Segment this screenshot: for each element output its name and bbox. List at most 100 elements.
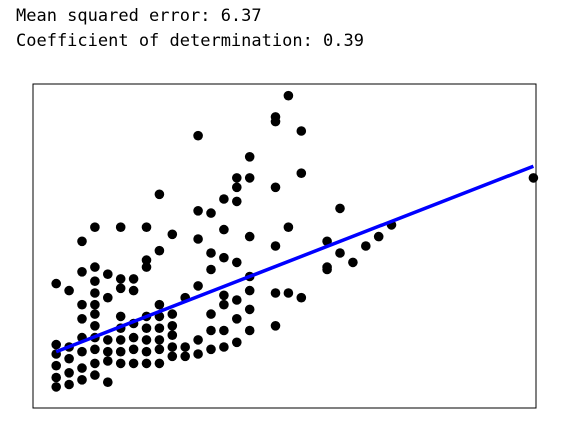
data-point (90, 276, 100, 287)
data-point (51, 278, 61, 289)
data-point (77, 299, 87, 310)
data-point (128, 274, 139, 284)
data-point (232, 196, 242, 207)
data-point (219, 299, 229, 310)
data-point (77, 363, 87, 373)
data-point (193, 335, 203, 345)
data-point (51, 382, 61, 392)
data-point (154, 189, 165, 200)
data-points (51, 90, 539, 392)
data-point (77, 267, 87, 277)
data-point (528, 173, 539, 183)
data-point (154, 335, 165, 345)
data-point (141, 346, 152, 357)
data-point (244, 173, 255, 183)
data-point (193, 349, 203, 359)
data-point (296, 126, 307, 136)
data-point (90, 222, 100, 232)
data-point (335, 248, 345, 258)
data-point (193, 206, 203, 216)
data-point (115, 335, 126, 345)
data-point (115, 346, 126, 357)
data-point (270, 241, 281, 251)
data-point (141, 335, 152, 345)
data-point (90, 309, 100, 319)
data-point (51, 339, 61, 350)
data-point (103, 269, 113, 280)
data-point (167, 229, 178, 240)
data-point (296, 292, 307, 303)
data-point (51, 360, 61, 371)
data-point (193, 234, 203, 244)
data-point (141, 222, 152, 232)
data-point (77, 314, 87, 324)
data-point (90, 321, 100, 331)
regression-line (55, 164, 535, 354)
data-point (90, 370, 100, 380)
data-point (77, 375, 87, 385)
data-point (51, 372, 61, 383)
data-point (180, 342, 190, 352)
data-point (244, 325, 255, 336)
data-point (115, 274, 126, 284)
data-point (270, 321, 281, 331)
data-point (244, 304, 255, 315)
data-point (219, 252, 229, 263)
data-point (232, 182, 242, 193)
data-point (128, 332, 139, 343)
data-point (219, 342, 229, 352)
data-point (193, 281, 203, 291)
data-point (283, 288, 294, 298)
data-point (270, 182, 281, 193)
data-point (141, 255, 152, 265)
data-point (77, 236, 87, 247)
data-point (154, 323, 165, 334)
data-point (219, 224, 229, 235)
data-point (373, 231, 384, 242)
data-point (244, 285, 255, 296)
data-point (64, 285, 74, 296)
data-point (180, 351, 190, 362)
data-point (115, 358, 126, 369)
data-point (206, 208, 216, 218)
data-point (167, 330, 178, 341)
data-point (206, 325, 216, 336)
data-point (219, 194, 229, 204)
data-point (90, 288, 100, 298)
data-point (141, 323, 152, 334)
mse-text: Mean squared error: 6.37 (16, 6, 262, 26)
data-point (283, 90, 294, 101)
data-point (167, 309, 178, 319)
data-point (115, 311, 126, 322)
data-point (128, 285, 139, 296)
data-point (90, 299, 100, 310)
data-point (244, 231, 255, 242)
data-point (270, 288, 281, 298)
data-point (361, 241, 371, 251)
data-point (206, 248, 216, 258)
data-point (115, 222, 126, 232)
data-point (335, 203, 345, 214)
data-point (167, 321, 178, 331)
data-point (244, 152, 255, 162)
data-point (90, 262, 100, 272)
cell-output: Mean squared error: 6.37 Coefficient of d… (16, 4, 364, 54)
data-point (154, 245, 165, 256)
data-point (232, 173, 242, 183)
data-point (64, 353, 74, 364)
data-point (154, 299, 165, 310)
data-point (141, 262, 152, 272)
data-point (193, 130, 203, 141)
data-point (270, 112, 281, 122)
data-point (64, 379, 74, 390)
data-point (103, 377, 113, 388)
data-point (154, 344, 165, 355)
data-point (206, 264, 216, 275)
data-point (219, 325, 229, 336)
data-point (232, 314, 242, 324)
data-point (103, 335, 113, 345)
data-point (90, 344, 100, 355)
data-point (296, 168, 307, 178)
